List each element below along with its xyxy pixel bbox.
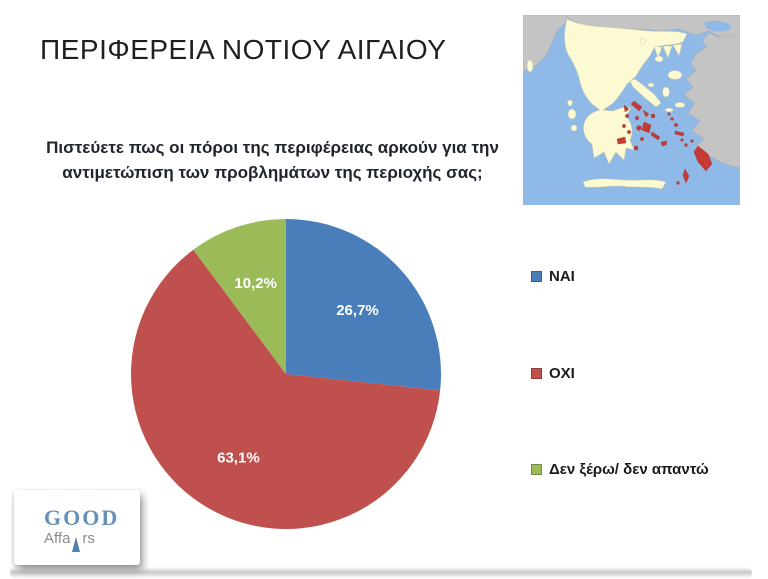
legend-item-nai: ΝΑΙ	[531, 268, 575, 285]
pie-slice-2	[193, 219, 286, 374]
legend-label-dont-know: Δεν ξέρω/ δεν απαντώ	[549, 461, 709, 478]
map-mainland-greece	[564, 18, 688, 165]
legend-swatch-dont-know	[531, 464, 542, 475]
logo-affairs-post: rs	[82, 530, 95, 548]
pie-data-label-2: 10,2%	[234, 275, 277, 292]
greece-map-svg	[523, 15, 740, 205]
pie-data-label-0: 26,7%	[336, 302, 379, 319]
pie-slice-0	[286, 219, 442, 391]
legend-swatch-nai	[531, 271, 542, 282]
map-neighbor-land	[523, 15, 740, 169]
pie-slice-1	[131, 249, 441, 529]
greece-map	[523, 15, 740, 205]
page-title: ΠΕΡΙΦΕΡΕΙΑ ΝΟΤΙΟΥ ΑΙΓΑΙΟΥ	[40, 34, 447, 65]
legend-swatch-oxi	[531, 368, 542, 379]
pie-chart: 26,7% 63,1% 10,2%	[130, 218, 442, 530]
map-chalkidiki	[653, 43, 683, 59]
survey-question: Πιστεύετε πως οι πόροι της περιφέρειας α…	[46, 138, 499, 182]
map-crete	[582, 178, 667, 190]
logo-card: GOOD Affa rs	[14, 490, 140, 565]
logo-affairs-text: Affa rs	[44, 530, 140, 552]
map-highlighted-south-aegean-islands	[616, 100, 713, 185]
logo-triangle-icon	[72, 536, 81, 552]
pie-data-label-1: 63,1%	[217, 450, 260, 467]
slide-bottom-shadow	[10, 567, 752, 579]
logo-affairs-pre: Affa	[44, 530, 71, 548]
legend-item-oxi: ΟΧΙ	[531, 365, 575, 382]
pie-chart-svg: 26,7% 63,1% 10,2%	[131, 219, 442, 529]
legend-label-nai: ΝΑΙ	[549, 268, 575, 285]
legend-item-dont-know: Δεν ξέρω/ δεν απαντώ	[531, 461, 709, 478]
logo-good-text: GOOD	[44, 505, 120, 531]
legend-label-oxi: ΟΧΙ	[549, 365, 575, 382]
map-greece-land	[526, 18, 688, 190]
map-sea-of-marmara	[704, 21, 732, 32]
map-euboea	[629, 78, 662, 108]
